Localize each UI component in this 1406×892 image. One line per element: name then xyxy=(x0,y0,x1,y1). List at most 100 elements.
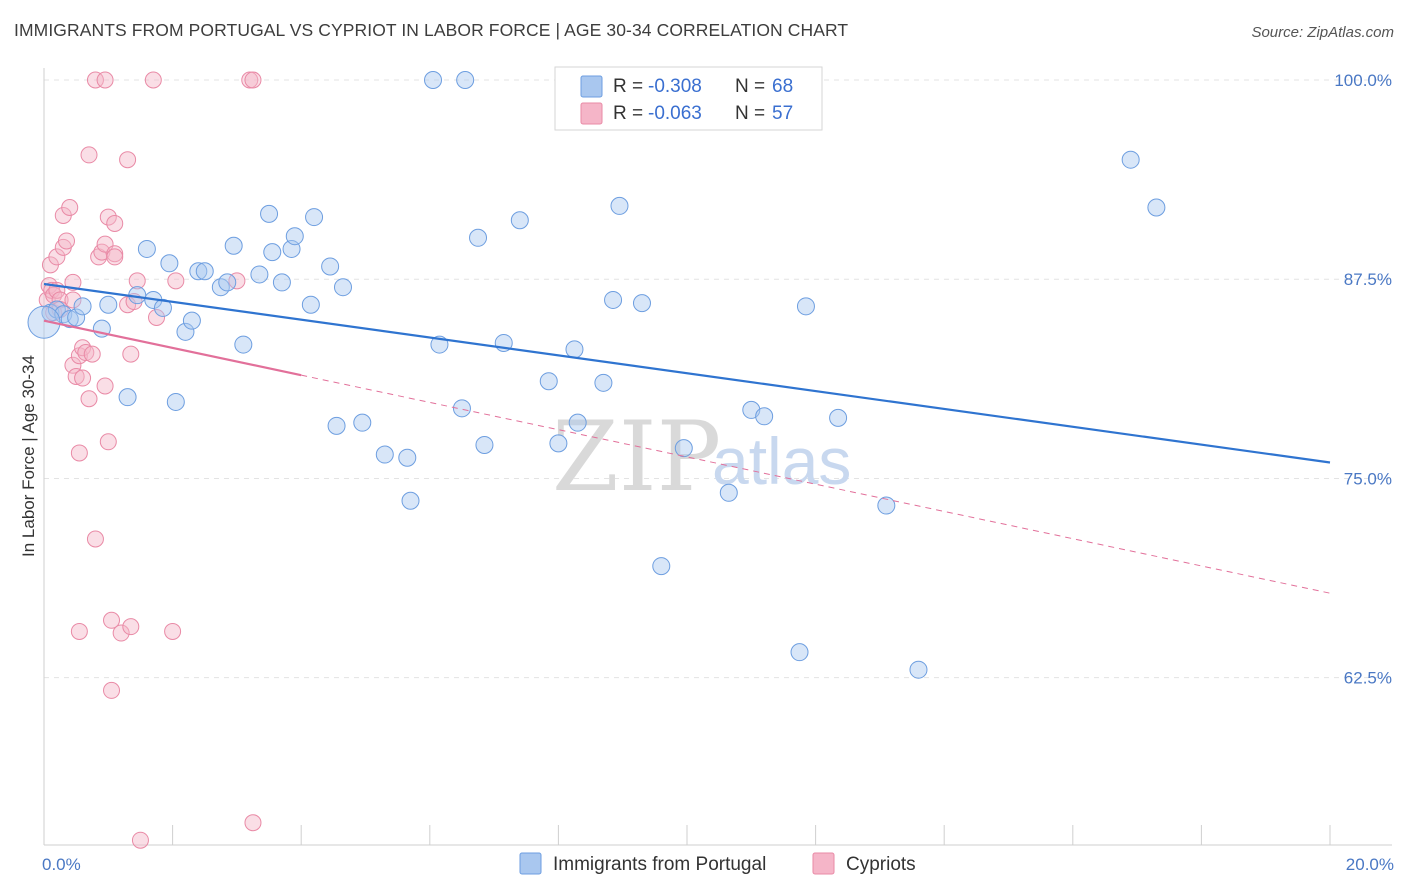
point-portugal-48 xyxy=(565,340,584,359)
point-cypriots-54 xyxy=(64,291,82,309)
point-portugal-46 xyxy=(539,372,558,391)
point-portugal-24 xyxy=(260,204,279,223)
point-cypriots-17 xyxy=(70,444,88,462)
y-tick-label-1: 75.0% xyxy=(1344,469,1392,488)
legend-n-label-1: N = xyxy=(735,76,765,97)
point-portugal-63 xyxy=(877,496,896,515)
point-cypriots-48 xyxy=(70,622,88,640)
series-legend-label-cypriots: Cypriots xyxy=(846,854,916,875)
point-cypriots-41 xyxy=(122,618,140,636)
point-cypriots-12 xyxy=(61,199,79,216)
point-portugal-56 xyxy=(719,483,738,502)
point-portugal-49 xyxy=(568,413,587,432)
point-cypriots-37 xyxy=(112,624,130,642)
point-portugal-61 xyxy=(796,297,815,316)
point-cypriots-52 xyxy=(244,71,262,89)
trend-line-portugal xyxy=(43,282,1331,464)
y-axis-title: In Labor Force | Age 30-34 xyxy=(19,355,38,557)
point-portugal-4 xyxy=(67,308,86,327)
point-portugal-62 xyxy=(829,408,848,427)
point-portugal-64 xyxy=(909,660,928,679)
watermark-atlas: atlas xyxy=(712,424,851,498)
point-portugal-50 xyxy=(594,373,613,392)
point-portugal-23 xyxy=(250,265,269,284)
point-portugal-5 xyxy=(73,297,92,316)
point-cypriots-24 xyxy=(86,530,104,548)
point-portugal-32 xyxy=(327,416,346,435)
point-portugal-43 xyxy=(475,435,494,454)
x-tick-labels: 0.0% 20.0% xyxy=(42,855,1394,874)
point-cypriots-43 xyxy=(128,272,146,290)
point-portugal-18 xyxy=(195,262,214,281)
chart-title: IMMIGRANTS FROM PORTUGAL VS CYPRIOT IN L… xyxy=(14,20,849,40)
point-portugal-20 xyxy=(218,273,237,292)
point-portugal-37 xyxy=(401,491,420,510)
point-cypriots-36 xyxy=(106,248,124,266)
point-cypriots-50 xyxy=(228,272,246,290)
point-cypriots-56 xyxy=(74,369,92,387)
point-portugal-35 xyxy=(375,445,394,464)
point-portugal-33 xyxy=(333,278,352,297)
watermark-zip: ZIP xyxy=(552,401,721,513)
point-cypriots-45 xyxy=(144,71,162,89)
point-cypriots-38 xyxy=(119,151,137,169)
trend-lines xyxy=(43,282,1331,594)
point-cypriots-23 xyxy=(86,71,104,89)
point-cypriots-27 xyxy=(96,71,114,89)
point-portugal-58 xyxy=(755,407,774,426)
watermark: ZIP atlas xyxy=(552,401,851,513)
point-cypriots-6 xyxy=(48,248,66,266)
point-cypriots-15 xyxy=(67,367,85,385)
point-cypriots-32 xyxy=(103,611,121,629)
point-cypriots-11 xyxy=(58,232,76,250)
point-portugal-31 xyxy=(321,257,340,276)
point-portugal-28 xyxy=(285,227,304,246)
point-cypriots-40 xyxy=(122,345,140,363)
chart-source: Source: ZipAtlas.com xyxy=(1251,24,1394,41)
legend-r-label-2: R = xyxy=(613,103,643,124)
series-cypriots-points xyxy=(38,71,262,849)
point-cypriots-18 xyxy=(74,339,92,357)
point-cypriots-47 xyxy=(164,622,182,640)
point-portugal-66 xyxy=(1147,198,1166,217)
point-portugal-53 xyxy=(632,294,651,313)
point-portugal-51 xyxy=(604,290,623,309)
point-portugal-30 xyxy=(305,208,324,227)
legend-r-label-1: R = xyxy=(613,76,643,97)
point-portugal-29 xyxy=(301,295,320,314)
series-legend-label-portugal: Immigrants from Portugal xyxy=(553,854,766,875)
legend-r-value-1: -0.308 xyxy=(648,76,702,97)
point-portugal-17 xyxy=(189,262,208,281)
x-tick-label-1: 20.0% xyxy=(1346,855,1394,874)
y-tick-label-0: 62.5% xyxy=(1344,669,1392,688)
y-tick-label-2: 87.5% xyxy=(1344,270,1392,289)
point-portugal-16 xyxy=(182,311,201,330)
point-portugal-38 xyxy=(424,71,443,89)
axes xyxy=(43,68,1392,846)
point-cypriots-49 xyxy=(167,272,185,290)
point-portugal-52 xyxy=(610,196,629,215)
series-portugal-points xyxy=(27,71,1166,679)
point-portugal-10 xyxy=(137,239,156,258)
point-portugal-34 xyxy=(353,413,372,432)
point-cypriots-14 xyxy=(64,356,82,374)
point-portugal-21 xyxy=(224,236,243,255)
point-cypriots-8 xyxy=(51,291,69,309)
point-cypriots-53 xyxy=(244,814,262,832)
legend-swatch-portugal xyxy=(580,75,603,98)
legend-n-label-2: N = xyxy=(735,103,765,124)
stats-legend: R = -0.308 N = 68 R = -0.063 N = 57 xyxy=(554,66,823,131)
legend-r-value-2: -0.063 xyxy=(648,103,702,124)
gridlines xyxy=(44,79,1392,679)
point-portugal-47 xyxy=(549,434,568,453)
point-cypriots-33 xyxy=(103,681,121,699)
point-cypriots-31 xyxy=(99,433,117,451)
y-tick-labels: 62.5% 75.0% 87.5% 100.0% xyxy=(1334,71,1392,688)
series-legend-swatch-portugal xyxy=(519,852,542,875)
point-cypriots-46 xyxy=(148,308,166,326)
point-portugal-67 xyxy=(27,305,61,339)
point-portugal-26 xyxy=(272,273,291,292)
point-portugal-41 xyxy=(456,71,475,89)
y-tick-label-3: 100.0% xyxy=(1334,71,1392,90)
